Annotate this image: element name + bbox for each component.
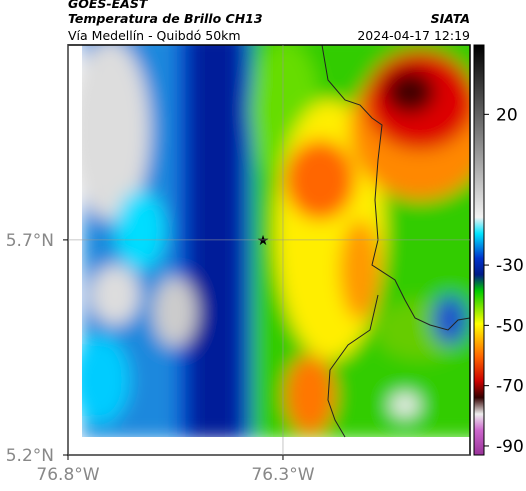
y-tick-label: 5.7°N — [6, 231, 54, 251]
satellite-image: ★ — [68, 45, 470, 455]
colorbar-tick-label: -70 — [496, 377, 524, 397]
colorbar — [473, 44, 485, 456]
colorbar-tick-label: -30 — [496, 256, 524, 276]
region: Vía Medellín - Quibdó 50km — [68, 28, 241, 43]
colorbar-tick-label: -90 — [496, 437, 524, 457]
location-marker: ★ — [257, 233, 270, 249]
timestamp: 2024-04-17 12:19 — [357, 28, 470, 43]
x-tick-label: 76.3°W — [251, 465, 314, 485]
y-tick-label: 5.2°N — [6, 446, 54, 466]
x-tick-label: 76.8°W — [36, 465, 99, 485]
satellite: GOES-EAST — [68, 0, 149, 11]
colorbar-tick-label: 20 — [496, 105, 518, 125]
product: Temperatura de Brillo CH13 — [68, 11, 263, 26]
colorbar-tick-label: -50 — [496, 316, 524, 336]
source: SIATA — [431, 11, 470, 26]
